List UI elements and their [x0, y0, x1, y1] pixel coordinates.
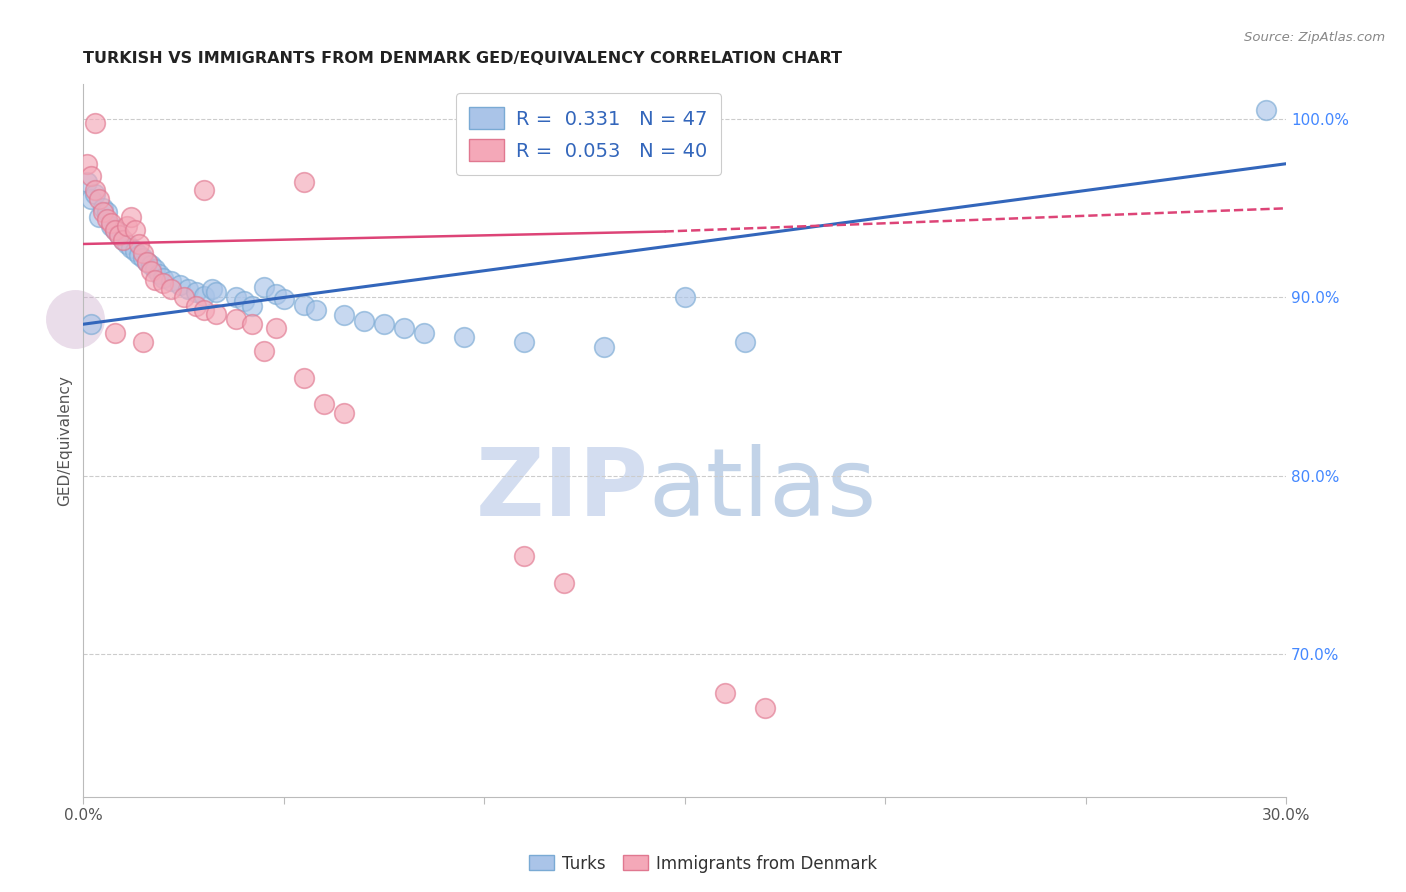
Point: [193, 302, 215, 317]
Point: [513, 334, 536, 349]
Text: TURKISH VS IMMIGRANTS FROM DENMARK GED/EQUIVALENCY CORRELATION CHART: TURKISH VS IMMIGRANTS FROM DENMARK GED/E…: [83, 51, 842, 66]
Point: [76, 175, 98, 189]
Point: [292, 297, 315, 311]
Point: [734, 334, 756, 349]
Point: [120, 241, 142, 255]
Point: [1254, 103, 1277, 118]
Point: [353, 313, 375, 327]
Point: [80, 169, 103, 184]
Point: [204, 285, 226, 299]
Point: [305, 302, 328, 317]
Point: [108, 228, 131, 243]
Point: [232, 293, 254, 308]
Point: [124, 244, 146, 259]
Point: [128, 248, 150, 262]
Point: [240, 299, 263, 313]
Point: [80, 317, 103, 331]
Point: [104, 223, 127, 237]
Point: [312, 397, 335, 411]
Point: [96, 212, 118, 227]
Point: [65, 311, 87, 326]
Point: [240, 317, 263, 331]
Point: [132, 334, 155, 349]
Point: [136, 255, 159, 269]
Point: [152, 276, 174, 290]
Point: [112, 234, 135, 248]
Point: [145, 272, 167, 286]
Point: [91, 205, 114, 219]
Point: [120, 211, 142, 225]
Point: [100, 219, 122, 234]
Point: [373, 317, 395, 331]
Point: [84, 116, 107, 130]
Point: [273, 292, 295, 306]
Point: [132, 252, 155, 266]
Point: [713, 686, 735, 700]
Point: [193, 184, 215, 198]
Point: [333, 308, 356, 322]
Legend: R =  0.331   N = 47, R =  0.053   N = 40: R = 0.331 N = 47, R = 0.053 N = 40: [456, 94, 721, 175]
Point: [593, 340, 616, 354]
Point: [145, 261, 167, 276]
Point: [225, 311, 247, 326]
Point: [84, 184, 107, 198]
Point: [112, 234, 135, 248]
Point: [292, 370, 315, 384]
Point: [124, 223, 146, 237]
Point: [173, 290, 195, 304]
Point: [100, 216, 122, 230]
Point: [225, 290, 247, 304]
Point: [253, 343, 276, 358]
Point: [184, 285, 207, 299]
Point: [117, 219, 139, 234]
Point: [96, 205, 118, 219]
Legend: Turks, Immigrants from Denmark: Turks, Immigrants from Denmark: [522, 848, 884, 880]
Point: [128, 237, 150, 252]
Point: [141, 258, 163, 272]
Point: [84, 187, 107, 202]
Point: [136, 255, 159, 269]
Point: [413, 326, 436, 340]
Point: [392, 320, 415, 334]
Point: [754, 700, 776, 714]
Point: [91, 202, 114, 216]
Point: [453, 329, 475, 343]
Text: atlas: atlas: [648, 444, 877, 536]
Point: [89, 193, 111, 207]
Point: [184, 299, 207, 313]
Point: [160, 274, 183, 288]
Point: [253, 279, 276, 293]
Text: Source: ZipAtlas.com: Source: ZipAtlas.com: [1244, 31, 1385, 45]
Point: [104, 223, 127, 237]
Point: [333, 406, 356, 420]
Point: [141, 263, 163, 277]
Point: [152, 270, 174, 285]
Point: [160, 281, 183, 295]
Point: [89, 211, 111, 225]
Point: [148, 267, 170, 281]
Point: [76, 157, 98, 171]
Point: [108, 228, 131, 243]
Point: [176, 281, 198, 295]
Point: [104, 326, 127, 340]
Point: [292, 175, 315, 189]
Point: [553, 575, 575, 590]
Point: [193, 288, 215, 302]
Point: [169, 277, 191, 292]
Point: [200, 281, 222, 295]
Point: [513, 549, 536, 563]
Text: ZIP: ZIP: [475, 444, 648, 536]
Point: [264, 320, 287, 334]
Point: [264, 286, 287, 301]
Point: [80, 193, 103, 207]
Point: [132, 246, 155, 260]
Y-axis label: GED/Equivalency: GED/Equivalency: [58, 375, 72, 506]
Point: [204, 306, 226, 320]
Point: [117, 237, 139, 252]
Point: [673, 290, 696, 304]
